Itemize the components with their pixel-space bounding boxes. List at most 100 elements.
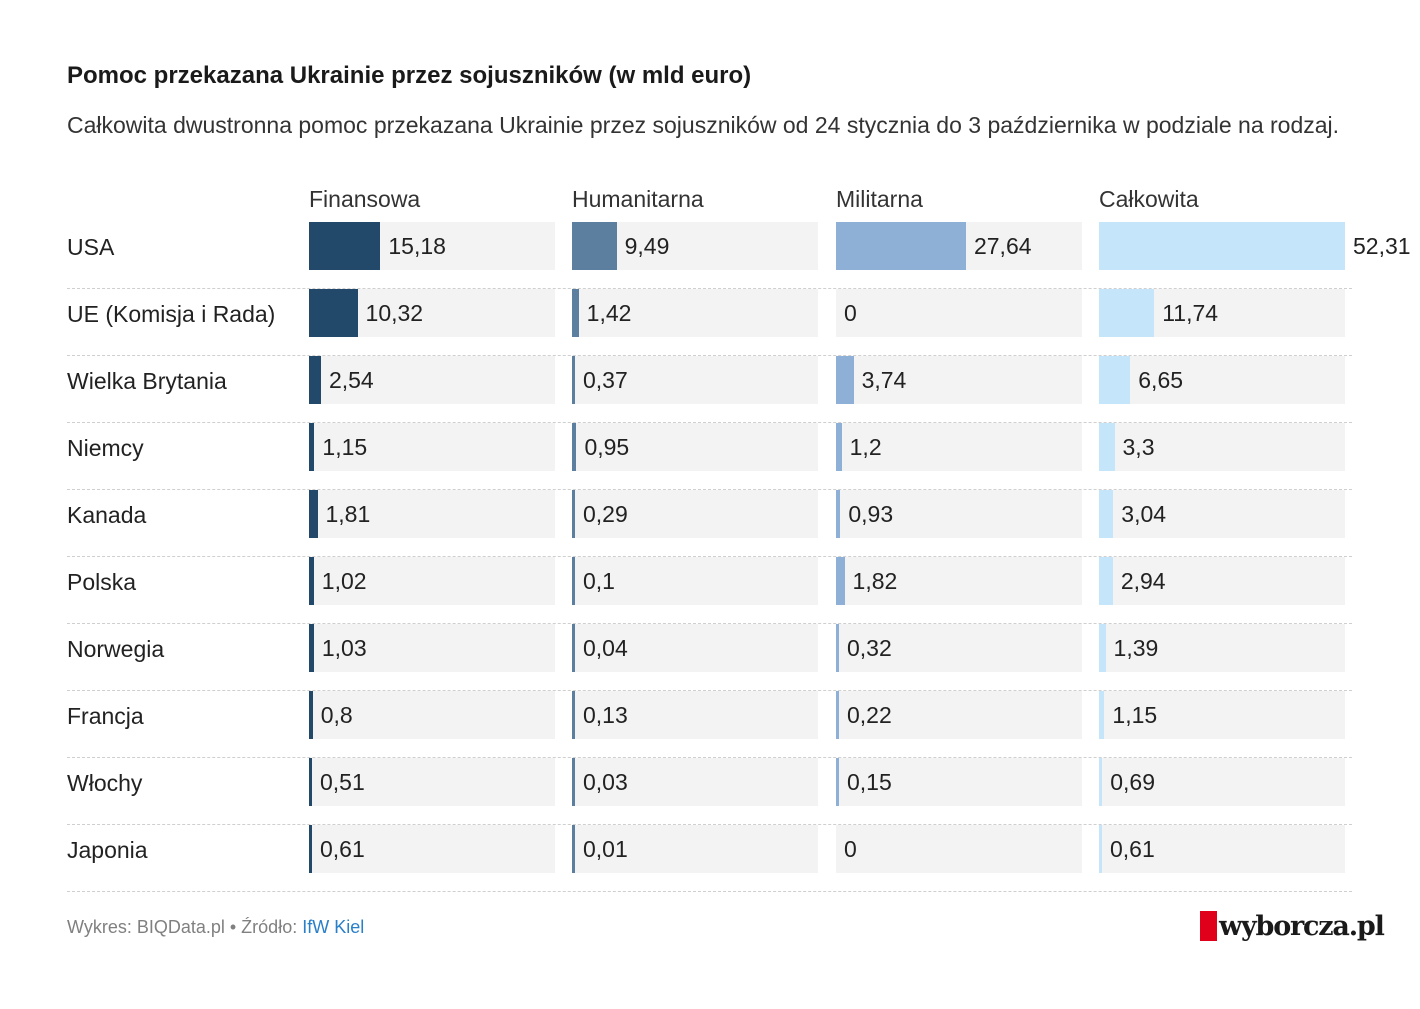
value-cell: 0,69 [1099, 758, 1345, 806]
value-label: 3,04 [1121, 501, 1167, 527]
value-cell: 0,04 [572, 624, 818, 672]
bar [1099, 289, 1155, 337]
value-cell: 0,01 [572, 825, 818, 873]
value-label: 10,32 [365, 300, 424, 326]
bar [309, 624, 314, 672]
bar [836, 222, 966, 270]
column-header-calkowita: Całkowita [1099, 186, 1199, 212]
bar [836, 624, 839, 672]
table-row: Japonia 0,61 0,01 0 0,61 [67, 825, 1352, 892]
bar [572, 356, 575, 404]
bar [309, 490, 318, 538]
bar [1099, 222, 1345, 270]
table-row: Polska 1,02 0,1 1,82 2,94 [67, 557, 1352, 624]
value-cell: 27,64 [836, 222, 1082, 270]
value-cell: 0,37 [572, 356, 818, 404]
value-label: 9,49 [624, 233, 670, 259]
value-cell: 0,95 [572, 423, 818, 471]
value-label: 0,29 [583, 501, 628, 527]
row-divider [67, 355, 1352, 356]
value-cell: 1,2 [836, 423, 1082, 471]
bar [836, 356, 854, 404]
value-cell: 0 [836, 289, 1082, 337]
brand-logo[interactable]: wyborcza.pl [1200, 910, 1385, 942]
bar [1099, 356, 1131, 404]
row-label: Wielka Brytania [67, 368, 227, 394]
value-cell: 3,3 [1099, 423, 1345, 471]
column-header-finansowa: Finansowa [309, 186, 421, 212]
row-label: Kanada [67, 502, 147, 528]
value-label: 0,37 [583, 367, 628, 393]
row-divider [67, 824, 1352, 825]
column-header-militarna: Militarna [836, 186, 923, 212]
table-row: Wielka Brytania 2,54 0,37 3,74 6,65 [67, 356, 1352, 423]
bar [572, 825, 575, 873]
row-divider [67, 757, 1352, 758]
row-divider [67, 489, 1352, 490]
bar [572, 624, 575, 672]
value-cell: 0,03 [572, 758, 818, 806]
value-label: 1,82 [852, 568, 898, 594]
bar [309, 825, 312, 873]
value-cell: 0,1 [572, 557, 818, 605]
value-label: 27,64 [973, 233, 1032, 259]
value-cell: 1,81 [309, 490, 555, 538]
value-label: 1,15 [322, 434, 368, 460]
table-row: Francja 0,8 0,13 0,22 1,15 [67, 691, 1352, 758]
value-label: 6,65 [1138, 367, 1184, 393]
value-label: 0,69 [1110, 769, 1155, 795]
value-label: 1,42 [586, 300, 632, 326]
table-row: USA 15,18 9,49 27,64 52,31 [67, 222, 1411, 289]
value-label: 3,74 [861, 367, 907, 393]
row-label: UE (Komisja i Rada) [67, 301, 276, 327]
bar [309, 691, 313, 739]
value-label: 0,22 [847, 702, 892, 728]
value-label: 3,3 [1122, 434, 1155, 460]
bar [1099, 624, 1106, 672]
value-cell: 1,03 [309, 624, 555, 672]
bar [1099, 758, 1103, 806]
brand-mark-icon [1200, 911, 1217, 941]
value-cell: 0,61 [309, 825, 555, 873]
bar [836, 691, 839, 739]
bar [836, 758, 839, 806]
bar [309, 758, 312, 806]
bar [1099, 825, 1102, 873]
source-note: Wykres: BIQData.pl • Źródło: IfW Kiel [67, 917, 364, 938]
value-cell: 1,15 [309, 423, 555, 471]
row-divider [67, 891, 1352, 892]
bar [309, 222, 381, 270]
value-label: 1,02 [321, 568, 367, 594]
value-label: 0,8 [320, 702, 353, 728]
value-cell: 1,42 [572, 289, 818, 337]
value-label: 1,81 [325, 501, 371, 527]
table-row: UE (Komisja i Rada) 10,32 1,42 0 11,74 [67, 289, 1352, 356]
value-cell: 0,32 [836, 624, 1082, 672]
bar [1099, 557, 1113, 605]
value-label: 2,94 [1120, 568, 1166, 594]
value-cell: 0,51 [309, 758, 555, 806]
source-link[interactable]: IfW Kiel [302, 917, 365, 937]
bar [836, 557, 845, 605]
value-cell: 1,02 [309, 557, 555, 605]
value-label: 0 [844, 300, 857, 326]
value-label: 1,03 [321, 635, 367, 661]
value-cell: 1,82 [836, 557, 1082, 605]
bar [572, 758, 575, 806]
value-label: 2,54 [328, 367, 374, 393]
value-label: 52,31 [1353, 233, 1411, 259]
row-label: Norwegia [67, 636, 165, 662]
value-cell: 52,31 [1099, 222, 1411, 270]
row-label: Włochy [67, 770, 143, 796]
value-label: 0,03 [583, 769, 628, 795]
row-divider [67, 556, 1352, 557]
bar [309, 557, 314, 605]
value-label: 0 [844, 836, 857, 862]
value-label: 0,95 [584, 434, 630, 460]
row-divider [67, 690, 1352, 691]
value-cell: 0,22 [836, 691, 1082, 739]
table-row: Niemcy 1,15 0,95 1,2 3,3 [67, 423, 1352, 490]
row-label: Polska [67, 569, 137, 595]
row-label: USA [67, 234, 115, 260]
bar [836, 490, 841, 538]
